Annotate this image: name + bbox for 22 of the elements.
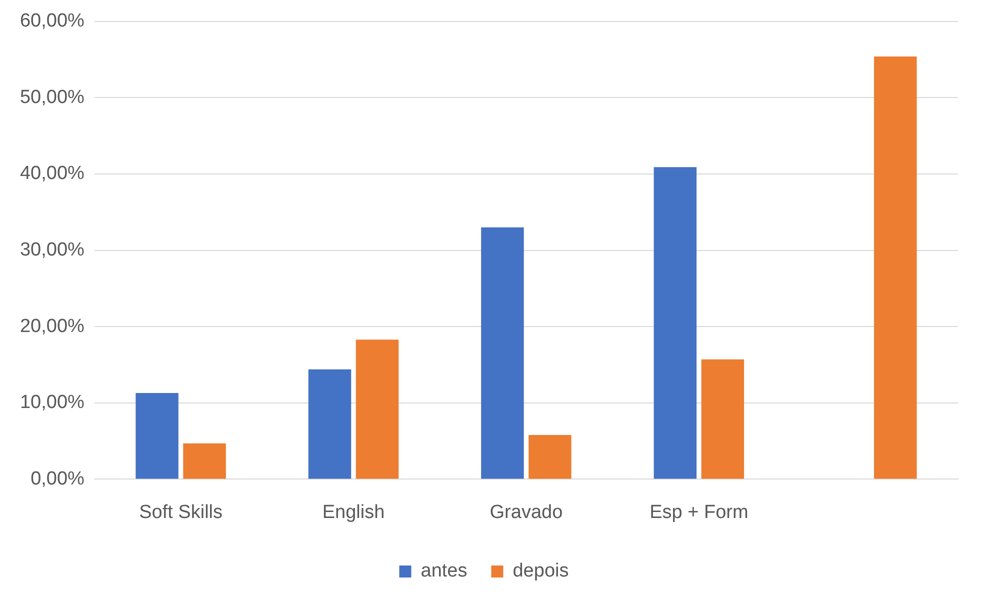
- bar: [701, 359, 744, 479]
- bar: [874, 56, 917, 479]
- bar: [183, 443, 226, 479]
- y-tick-label: 20,00%: [20, 316, 85, 337]
- y-tick-label: 30,00%: [20, 240, 85, 261]
- x-tick-label: English: [322, 502, 385, 523]
- bar: [356, 340, 399, 479]
- y-tick-label: 0,00%: [30, 468, 85, 490]
- y-tick-label: 50,00%: [20, 86, 85, 108]
- legend-label: depois: [512, 560, 569, 582]
- bar: [136, 392, 178, 479]
- legend-label: antes: [420, 560, 468, 582]
- bar: [481, 227, 524, 479]
- y-tick-label: 40,00%: [20, 163, 85, 184]
- bar: [528, 434, 572, 479]
- x-tick-label: Esp + Form: [650, 502, 748, 523]
- bar: [308, 369, 352, 479]
- y-tick-label: 60,00%: [20, 10, 85, 32]
- x-tick-label: Soft Skills: [139, 502, 223, 523]
- bar: [654, 167, 697, 479]
- y-tick-label: 10,00%: [20, 392, 85, 414]
- x-tick-label: Gravado: [490, 502, 563, 523]
